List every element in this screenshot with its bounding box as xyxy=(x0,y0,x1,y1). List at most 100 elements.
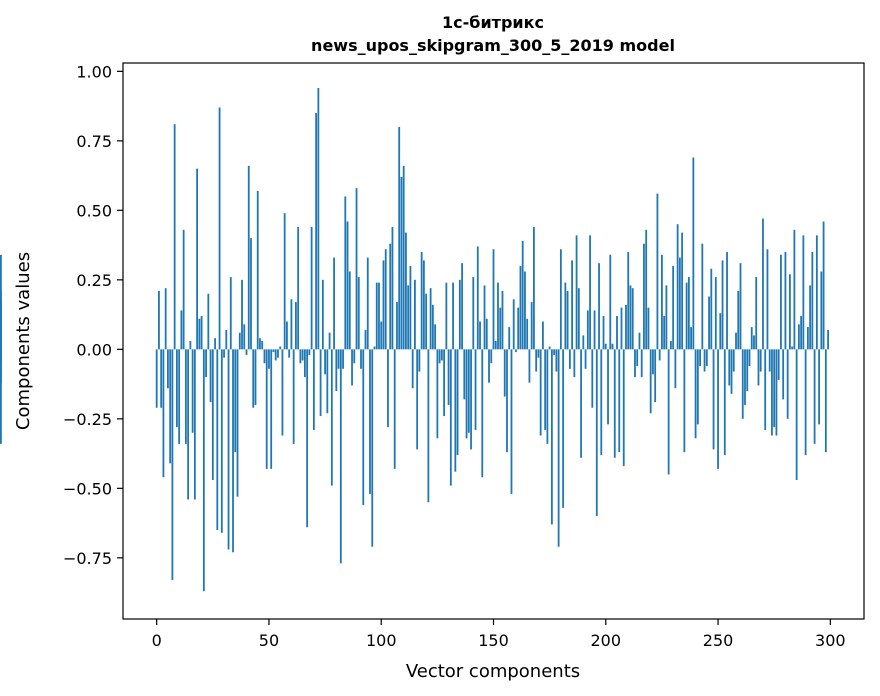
bar xyxy=(409,265,412,350)
bar xyxy=(759,349,762,372)
bar xyxy=(618,349,621,453)
bar xyxy=(265,349,268,469)
bar xyxy=(382,260,385,350)
bar xyxy=(303,349,306,378)
bar xyxy=(510,349,513,494)
bar xyxy=(503,349,506,397)
bar xyxy=(220,349,223,533)
bar xyxy=(391,227,394,350)
bar xyxy=(676,224,679,350)
bar xyxy=(369,349,371,494)
y-tick-label: 0.50 xyxy=(76,201,112,220)
bar xyxy=(699,349,701,367)
bar xyxy=(665,285,668,350)
bar xyxy=(317,88,320,350)
bar xyxy=(613,349,616,458)
bar xyxy=(526,318,529,350)
bar xyxy=(634,349,636,378)
bar xyxy=(669,341,672,350)
bar xyxy=(629,285,632,350)
bar xyxy=(533,227,535,350)
bar xyxy=(449,349,452,486)
bar xyxy=(200,315,203,350)
bar xyxy=(622,349,625,467)
bar xyxy=(746,349,749,392)
bar xyxy=(544,349,547,430)
bar xyxy=(324,349,326,375)
bar xyxy=(396,302,398,350)
bar xyxy=(732,349,735,372)
bar xyxy=(609,254,612,350)
bar xyxy=(501,290,504,350)
bar xyxy=(667,349,670,475)
bar xyxy=(604,343,607,350)
bar xyxy=(319,349,322,417)
bar xyxy=(292,349,295,444)
bar xyxy=(557,349,560,547)
bar xyxy=(593,310,596,350)
bar xyxy=(517,307,520,350)
bar xyxy=(616,315,618,350)
bar xyxy=(202,349,205,592)
bar xyxy=(234,349,237,453)
bar xyxy=(573,349,576,378)
bar xyxy=(259,338,261,350)
bar xyxy=(207,293,210,350)
bar xyxy=(373,346,376,350)
bar xyxy=(654,349,657,403)
bar xyxy=(600,349,603,455)
bar xyxy=(216,349,219,531)
bar xyxy=(683,349,686,453)
bar xyxy=(191,349,194,433)
bar xyxy=(786,349,789,419)
bar xyxy=(515,349,517,353)
bar xyxy=(414,279,416,350)
bar xyxy=(366,257,369,350)
bar xyxy=(384,249,387,350)
bar xyxy=(636,349,639,367)
bar xyxy=(288,349,291,358)
bar xyxy=(0,349,2,383)
bars-group xyxy=(0,88,829,592)
bar xyxy=(827,329,829,350)
bar xyxy=(681,232,684,350)
bar xyxy=(506,349,508,453)
bar xyxy=(400,176,403,350)
bar xyxy=(717,349,719,469)
bar xyxy=(735,332,737,350)
y-tick-label: −0.25 xyxy=(63,410,112,429)
bar xyxy=(568,349,571,369)
bar xyxy=(279,346,282,350)
bar xyxy=(315,113,318,350)
bar xyxy=(456,349,459,455)
bar xyxy=(721,260,724,350)
bar xyxy=(537,349,540,358)
bar xyxy=(542,321,544,350)
bar xyxy=(355,188,358,350)
bar xyxy=(357,277,360,350)
bar xyxy=(180,310,183,350)
bar xyxy=(802,235,805,350)
y-tick-label: −0.50 xyxy=(63,479,112,498)
bar xyxy=(299,349,302,364)
bar xyxy=(351,349,353,386)
bar xyxy=(753,335,755,350)
bar xyxy=(822,221,825,350)
bar xyxy=(337,349,340,369)
bar xyxy=(737,290,740,350)
x-tick-label: 150 xyxy=(478,631,509,650)
bar xyxy=(261,341,264,350)
x-tick-label: 0 xyxy=(152,631,162,650)
bar xyxy=(243,324,246,350)
bar xyxy=(775,349,778,436)
bar xyxy=(791,346,794,350)
bar xyxy=(407,285,410,350)
bar xyxy=(553,349,556,355)
bar xyxy=(362,349,365,506)
bar xyxy=(346,221,349,350)
bar xyxy=(764,349,767,430)
bar xyxy=(580,349,582,458)
bar xyxy=(584,349,587,369)
bar xyxy=(528,349,531,383)
